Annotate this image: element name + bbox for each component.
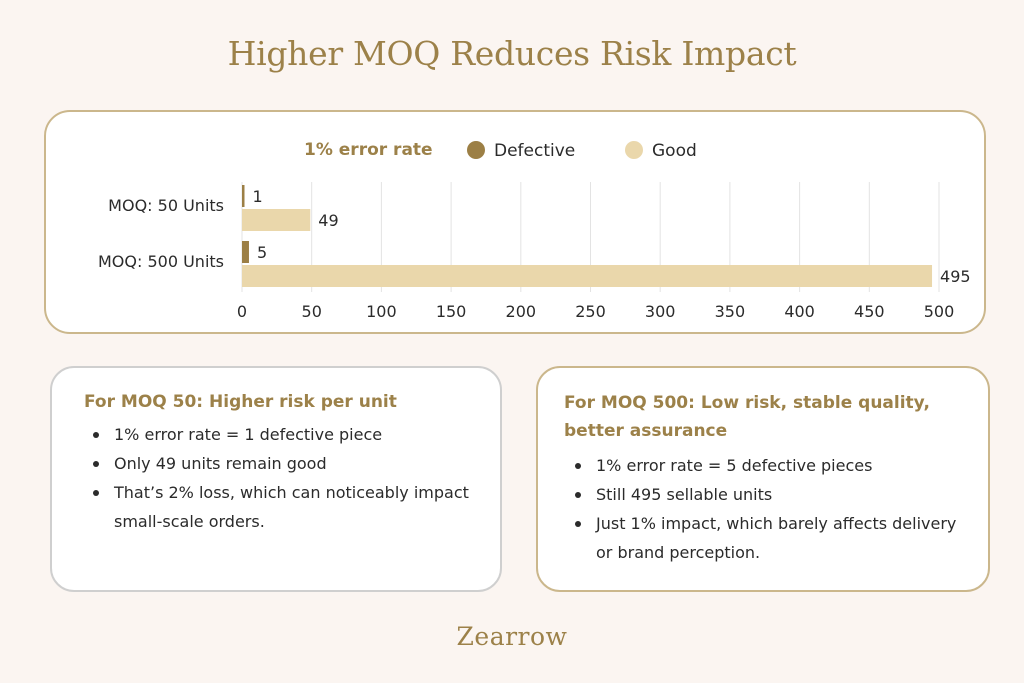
moq-500-bullets: 1% error rate = 5 defective pieces Still…: [572, 451, 962, 567]
data-label: 495: [940, 267, 971, 286]
data-label: 5: [257, 243, 267, 262]
category-label: MOQ: 500 Units: [98, 252, 224, 271]
moq-50-card: For MOQ 50: Higher risk per unit 1% erro…: [50, 366, 502, 592]
moq-500-card: For MOQ 500: Low risk, stable quality, b…: [536, 366, 990, 592]
legend-swatch-defective: [467, 141, 485, 159]
bullet-item: Still 495 sellable units: [572, 480, 962, 509]
bullet-item: 1% error rate = 1 defective piece: [90, 420, 470, 449]
page-title: Higher MOQ Reduces Risk Impact: [227, 34, 797, 73]
x-tick-label: 500: [924, 302, 955, 321]
chart-title: 1% error rate: [304, 140, 433, 160]
x-tick-label: 300: [645, 302, 676, 321]
x-tick-label: 100: [366, 302, 397, 321]
data-label: 1: [253, 187, 263, 206]
category-label: MOQ: 50 Units: [108, 196, 224, 215]
x-tick-label: 350: [715, 302, 746, 321]
bullet-item: Just 1% impact, which barely affects del…: [572, 509, 962, 567]
x-tick-label: 200: [506, 302, 537, 321]
bar-chart: 0 50 100 150 200 250 300 350 400 450 500 1 49 MOQ: 50…: [98, 140, 971, 321]
moq-50-bullets: 1% error rate = 1 defective piece Only 4…: [90, 420, 470, 536]
bullet-item: Only 49 units remain good: [90, 449, 470, 478]
moq-50-card-title: For MOQ 50: Higher risk per unit: [84, 392, 397, 412]
legend-label: Defective: [494, 141, 575, 161]
chart-card: 0 50 100 150 200 250 300 350 400 450 500 1 49 MOQ: 50…: [44, 110, 986, 334]
legend-swatch-good: [625, 141, 643, 159]
moq-500-card-title: For MOQ 500: Low risk, stable quality, b…: [564, 393, 930, 441]
x-tick-label: 450: [854, 302, 885, 321]
x-tick-label: 0: [237, 302, 247, 321]
labels: 0 50 100 150 200 250 300 350 400 450 500 1 49 MOQ: 50…: [98, 140, 971, 321]
legend-label: Good: [652, 141, 697, 161]
bar-defective: [242, 241, 249, 263]
bar-good: [242, 209, 311, 231]
bar-defective: [242, 185, 245, 207]
x-tick-label: 150: [436, 302, 467, 321]
bullet-item: That’s 2% loss, which can noticeably imp…: [90, 478, 470, 536]
data-label: 49: [318, 211, 338, 230]
x-tick-label: 400: [784, 302, 815, 321]
x-tick-label: 50: [302, 302, 322, 321]
bar-good: [242, 265, 933, 287]
bars: [242, 185, 933, 287]
brand-logo: Zearrow: [456, 622, 568, 651]
x-tick-label: 250: [575, 302, 606, 321]
bullet-item: 1% error rate = 5 defective pieces: [572, 451, 962, 480]
